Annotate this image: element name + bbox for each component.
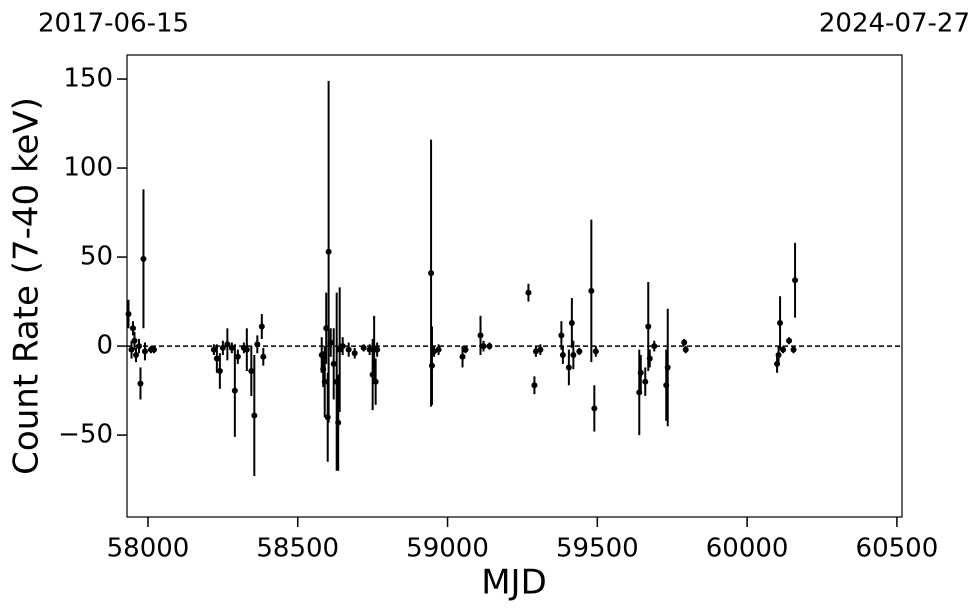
data-point [792,277,799,284]
data-point [140,255,147,262]
y-tick-label: 100 [63,153,113,183]
data-point [150,346,157,353]
data-point [243,346,250,353]
data-point [141,348,148,355]
data-point [228,344,235,351]
data-point [570,351,577,358]
data-point [327,339,334,346]
data-point [224,341,231,348]
data-point [248,368,255,375]
data-point [260,353,267,360]
data-point [592,348,599,355]
data-point [682,346,689,353]
data-point [135,343,142,350]
data-point [431,348,438,355]
data-point [129,325,136,332]
data-point [568,319,575,326]
data-point [636,389,643,396]
data-point [335,419,342,426]
data-point [480,343,487,350]
data-point [786,337,793,344]
data-point [588,287,595,294]
data-point [559,351,566,358]
data-point [360,344,367,351]
data-point [345,346,352,353]
x-tick-label: 59500 [556,534,639,564]
y-tick-label: 0 [96,331,113,361]
data-point [330,360,337,367]
data-point [777,319,784,326]
y-tick-label: 50 [80,242,113,272]
data-point [486,343,493,350]
top-left-label: 2017-06-15 [38,9,189,39]
data-point [137,380,144,387]
data-point [565,364,572,371]
data-point [591,405,598,412]
data-point [645,323,652,330]
data-point [339,343,346,350]
data-point [428,270,435,277]
data-point [372,378,379,385]
data-point [642,378,649,385]
data-point [128,346,135,353]
data-point [576,348,583,355]
data-point [558,332,565,339]
x-axis-label: MJD [481,563,547,603]
data-point [435,346,442,353]
x-tick-label: 60000 [706,534,789,564]
data-point [790,346,797,353]
data-point [477,332,484,339]
y-axis-label: Count Rate (7-40 keV) [7,97,47,475]
data-point [234,353,241,360]
data-point [532,348,539,355]
data-point [254,341,261,348]
data-point [428,362,435,369]
data-point [374,346,381,353]
data-point [459,353,466,360]
data-point [321,378,328,385]
data-point [681,339,688,346]
x-tick-label: 58500 [256,534,339,564]
top-right-label: 2024-07-27 [819,9,970,39]
data-point [646,355,653,362]
data-point [216,368,223,375]
data-point [462,346,469,353]
data-point [537,346,544,353]
plot-frame [126,54,903,518]
data-point [780,346,787,353]
data-point [231,387,238,394]
y-tick-label: 150 [63,64,113,94]
data-point [351,350,358,357]
y-tick-label: −50 [58,420,113,450]
data-point [125,311,132,318]
data-point [775,351,782,358]
data-point [213,355,220,362]
data-point [325,248,332,255]
data-point [258,323,265,330]
data-point [637,369,644,376]
data-point [531,382,538,389]
data-point [219,344,226,351]
x-tick-label: 59000 [406,534,489,564]
data-point [366,346,373,353]
data-point [651,343,658,350]
data-point [210,346,217,353]
x-tick-label: 58000 [107,534,190,564]
data-point [251,412,258,419]
data-point [132,351,139,358]
x-tick-label: 60500 [856,534,939,564]
data-point [131,337,138,344]
data-point [525,289,532,296]
data-point [664,364,671,371]
